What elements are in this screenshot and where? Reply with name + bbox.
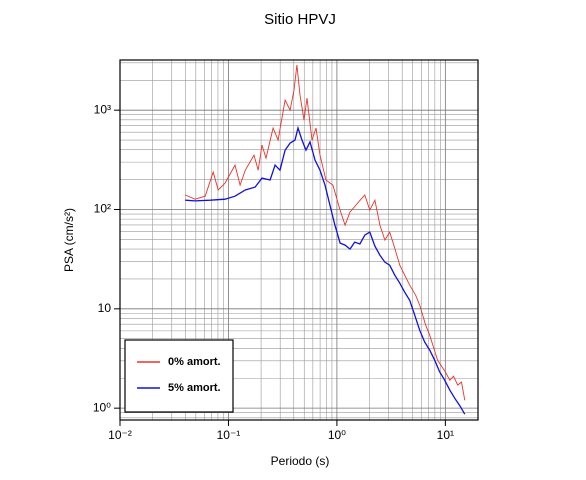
legend: 0% amort. 5% amort. [124, 339, 234, 413]
y-tick-label: 10² [94, 202, 111, 216]
x-tick-label: 10⁰ [328, 428, 346, 442]
y-tick-label: 10³ [94, 102, 111, 116]
series-line [185, 125, 466, 415]
x-tick-label: 10⁻² [108, 428, 132, 442]
legend-box [124, 339, 234, 413]
legend-label: 5% amort. [168, 382, 221, 394]
series-line [185, 65, 466, 401]
y-tick-label: 10 [98, 301, 112, 315]
x-tick-label: 10⁻¹ [217, 428, 241, 442]
y-axis-label: PSA (cm/s²) [62, 208, 76, 272]
plot-frame [119, 59, 479, 421]
chart-title: Sitio HPVJ [264, 11, 336, 28]
legend-label: 0% amort. [168, 356, 221, 368]
x-axis-label: Periodo (s) [271, 454, 330, 468]
y-tick-label: 10⁰ [93, 400, 111, 414]
x-tick-label: 10¹ [437, 428, 454, 442]
